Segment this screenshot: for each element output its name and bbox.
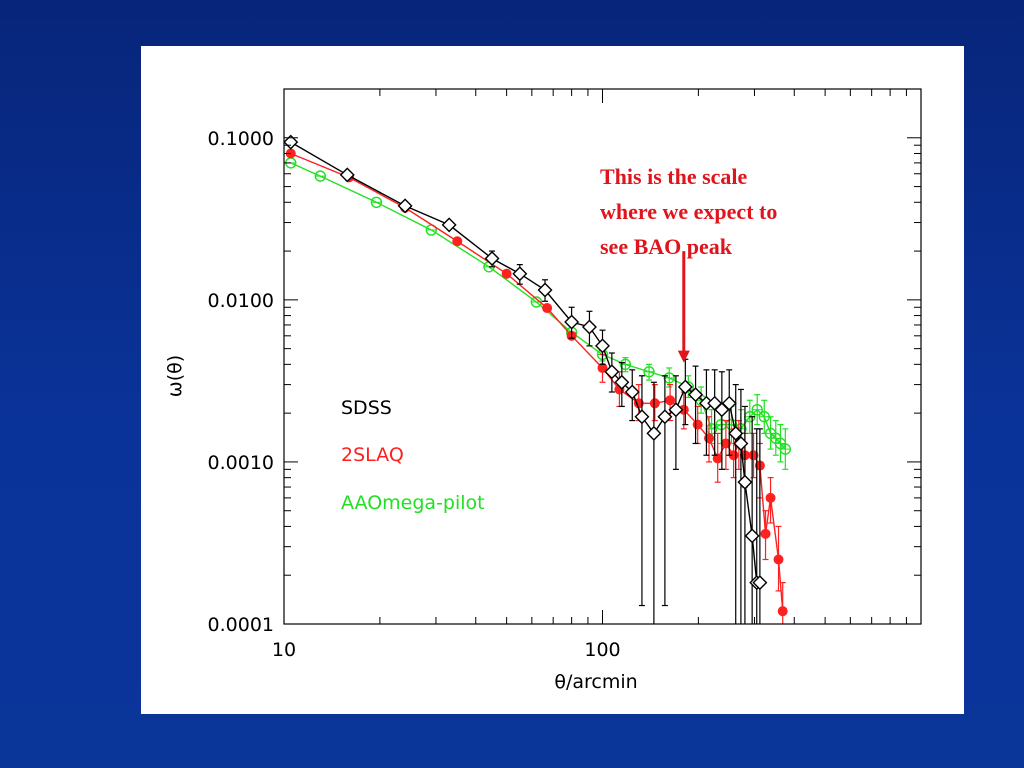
y-tick-label: 0.0010 xyxy=(208,452,274,474)
data-point xyxy=(595,338,610,354)
data-point xyxy=(537,282,553,298)
y-axis-label: ω(θ) xyxy=(164,355,186,397)
data-point xyxy=(624,384,640,400)
data-point xyxy=(649,398,660,409)
y-tick-label: 0.0100 xyxy=(208,290,274,312)
arrow-head xyxy=(677,350,690,363)
data-point xyxy=(688,387,704,403)
data-point xyxy=(728,425,744,441)
data-point xyxy=(744,528,760,544)
data-point xyxy=(760,528,771,539)
data-point xyxy=(441,217,457,233)
legend-sdss: SDSS xyxy=(341,397,392,419)
data-point xyxy=(397,198,413,214)
bao-annotation: This is the scale where we expect to see… xyxy=(600,164,777,363)
x-axis-label: θ/arcmin xyxy=(554,671,637,693)
data-point xyxy=(765,492,776,503)
data-point xyxy=(668,402,684,418)
y-tick-label: 0.0001 xyxy=(208,614,274,636)
data-point xyxy=(634,409,650,425)
y-tick-label: 0.1000 xyxy=(208,128,274,150)
data-point xyxy=(665,395,676,406)
x-tick-label: 100 xyxy=(584,639,620,661)
data-point xyxy=(677,379,693,395)
data-point xyxy=(564,314,580,330)
data-point xyxy=(339,167,355,183)
data-point xyxy=(692,419,703,430)
data-point xyxy=(452,236,463,247)
data-point xyxy=(581,319,597,335)
data-point xyxy=(737,474,753,490)
figure-panel: 10 100 0.0001 0.0010 0.0100 0.1000 ω(θ) θ/arc… xyxy=(141,46,964,714)
data-point xyxy=(748,450,759,461)
data-point xyxy=(777,606,788,617)
bao-arrow xyxy=(677,251,690,363)
data-point xyxy=(614,374,630,390)
data-point xyxy=(752,575,768,591)
data-point xyxy=(646,425,662,441)
data-point xyxy=(773,554,784,565)
data-point xyxy=(721,395,737,411)
annotation-line-3: see BAO peak xyxy=(600,234,733,259)
series-sdss xyxy=(283,134,768,624)
series-layer xyxy=(283,134,792,624)
correlation-function-chart: 10 100 0.0001 0.0010 0.0100 0.1000 ω(θ) θ/arc… xyxy=(164,88,922,693)
data-point xyxy=(484,250,500,266)
legend-2slaq: 2SLAQ xyxy=(341,444,404,466)
data-point xyxy=(501,268,512,279)
tick-layer: 10 100 0.0001 0.0010 0.0100 0.1000 xyxy=(208,89,921,661)
x-tick-label: 10 xyxy=(272,639,296,661)
data-point xyxy=(657,409,673,425)
annotation-line-1: This is the scale xyxy=(600,164,748,189)
data-point xyxy=(512,266,528,282)
data-point xyxy=(604,364,620,380)
data-point xyxy=(733,435,749,451)
data-point xyxy=(542,303,553,314)
legend-aaomega-pilot: AAOmega-pilot xyxy=(341,492,485,514)
annotation-line-2: where we expect to xyxy=(600,199,777,224)
